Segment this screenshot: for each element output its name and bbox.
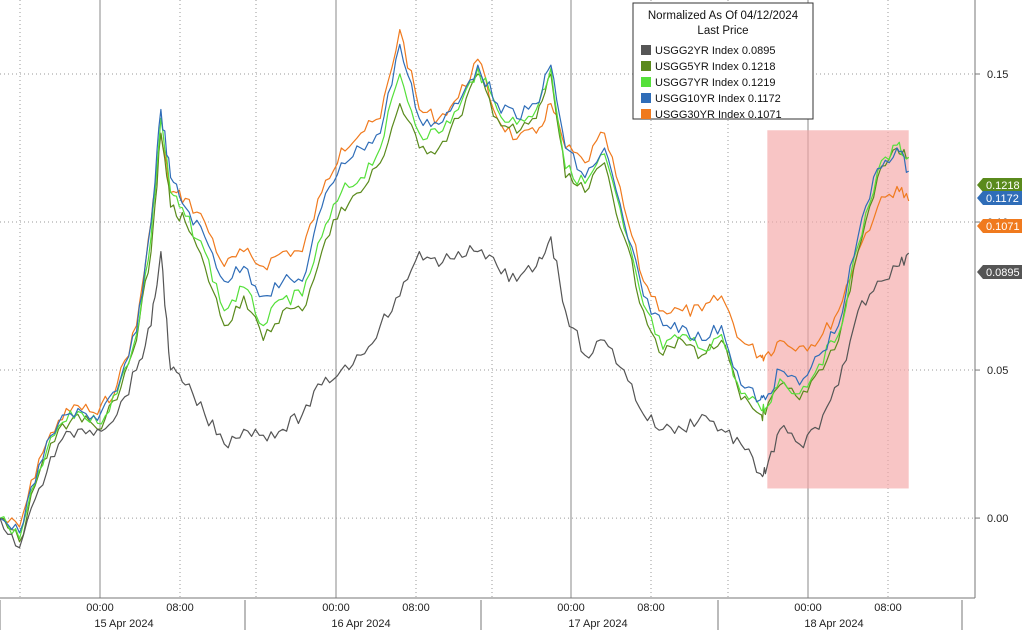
- y-tick-label-3: 0.15: [987, 69, 1008, 81]
- x-date-label-2: 17 Apr 2024: [568, 618, 627, 630]
- last-value-tag-1: 0.1218: [977, 178, 1022, 192]
- tag-shape-3: [977, 191, 1022, 205]
- series-line-0: [0, 236, 910, 549]
- last-value-tag-3: 0.1172: [977, 191, 1022, 205]
- legend-title: Normalized As Of 04/12/2024: [648, 10, 799, 22]
- x-time-label-7: 08:00: [874, 602, 902, 614]
- series-line-2: [0, 67, 910, 540]
- tag-label-0: 0.0895: [986, 267, 1020, 279]
- tag-shape-1: [977, 178, 1022, 192]
- legend-subtitle: Last Price: [697, 25, 748, 37]
- tag-shape-4: [977, 219, 1022, 233]
- highlight-region: [767, 130, 909, 489]
- tag-label-3: 0.1172: [986, 193, 1019, 205]
- x-date-label-3: 18 Apr 2024: [804, 618, 863, 630]
- legend-swatch-4: [641, 109, 651, 119]
- tag-shape-0: [977, 265, 1022, 279]
- x-time-label-2: 00:00: [322, 602, 350, 614]
- x-time-label-0: 00:00: [86, 602, 114, 614]
- series-layer: [0, 29, 910, 549]
- x-date-label-1: 16 Apr 2024: [331, 618, 390, 630]
- legend-entry-1: USGG5YR Index 0.1218: [655, 61, 775, 73]
- x-time-label-1: 08:00: [166, 602, 194, 614]
- tag-label-4: 0.1071: [986, 221, 1020, 233]
- legend-swatch-2: [641, 77, 651, 87]
- series-line-3: [0, 43, 909, 534]
- last-value-tag-0: 0.0895: [977, 265, 1022, 279]
- x-date-label-0: 15 Apr 2024: [94, 618, 153, 630]
- y-tick-label-0: 0.00: [987, 513, 1008, 525]
- legend-entry-0: USGG2YR Index 0.0895: [655, 45, 775, 57]
- legend-entry-3: USGG10YR Index 0.1172: [655, 93, 781, 105]
- x-time-label-4: 00:00: [557, 602, 585, 614]
- legend-swatch-1: [641, 61, 651, 71]
- tag-label-1: 0.1218: [986, 180, 1020, 192]
- legend-entry-4: USGG30YR Index 0.1071: [655, 109, 782, 121]
- legend-swatch-0: [641, 45, 651, 55]
- x-time-label-3: 08:00: [402, 602, 430, 614]
- highlight-layer: [767, 130, 909, 489]
- last-value-tag-4: 0.1071: [977, 219, 1022, 233]
- x-time-label-6: 00:00: [794, 602, 822, 614]
- legend-entry-2: USGG7YR Index 0.1219: [655, 77, 775, 89]
- legend-swatch-3: [641, 93, 651, 103]
- y-tick-label-1: 0.05: [987, 365, 1008, 377]
- legend: Normalized As Of 04/12/2024 Last Price USG…: [632, 2, 814, 121]
- axes-layer: 0.000.050.100.1500:0008:0000:0008:0000:0…: [0, 0, 1008, 630]
- x-time-label-5: 08:00: [637, 602, 665, 614]
- legend-box: [632, 2, 814, 120]
